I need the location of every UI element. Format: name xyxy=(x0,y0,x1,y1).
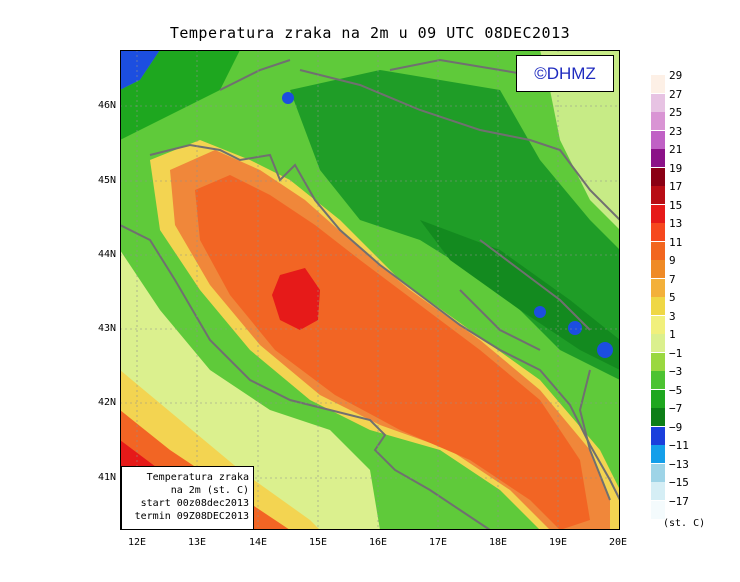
info-box: Temperatura zraka na 2m (st. C) start 00… xyxy=(121,466,254,530)
legend-swatch xyxy=(651,260,665,278)
legend-level: 3 xyxy=(669,309,676,323)
legend-swatch xyxy=(651,297,665,315)
legend-level: −15 xyxy=(669,476,689,489)
legend-swatch xyxy=(651,204,665,223)
legend-level: 29 xyxy=(669,69,683,82)
info-line: start 00z08dec2013 xyxy=(140,498,249,509)
lon-label: 17E xyxy=(428,537,448,548)
legend-level: −11 xyxy=(669,439,689,452)
lon-label: 16E xyxy=(368,537,388,548)
legend-swatch xyxy=(651,482,665,500)
lat-label: 46N xyxy=(97,100,116,111)
lat-label: 45N xyxy=(97,175,116,186)
cold-spot xyxy=(282,92,294,104)
map-title: Temperatura zraka na 2m u 09 UTC 08DEC20… xyxy=(169,24,571,42)
info-line: na 2m (st. C) xyxy=(170,485,249,496)
lon-label: 15E xyxy=(308,537,328,548)
graticule xyxy=(120,50,620,530)
legend-level: 25 xyxy=(669,106,683,119)
dhmz-logo: ©DHMZ xyxy=(516,55,614,92)
lon-label: 14E xyxy=(248,537,268,548)
legend-unit: (st. C) xyxy=(663,518,706,529)
legend-swatch xyxy=(651,352,665,371)
legend-level: −17 xyxy=(669,494,689,508)
legend-swatch xyxy=(651,389,665,408)
cold-spot xyxy=(534,306,546,318)
legend-level: 9 xyxy=(669,254,676,267)
legend-swatch xyxy=(651,500,665,519)
cold-spot xyxy=(568,321,582,335)
legend-swatch xyxy=(651,426,665,445)
legend-swatch xyxy=(651,93,665,112)
legend-level: 5 xyxy=(669,291,676,304)
map-frame xyxy=(120,50,620,530)
legend-level: −13 xyxy=(669,457,689,471)
legend-level: 15 xyxy=(669,198,683,212)
legend-swatch xyxy=(651,241,665,260)
adriatic-hot-zone xyxy=(195,175,590,530)
temperature-map xyxy=(120,50,620,530)
legend-level: −7 xyxy=(669,402,683,415)
legend-swatch xyxy=(651,223,665,241)
legend-swatch xyxy=(651,371,665,389)
legend-swatch xyxy=(651,149,665,167)
legend-level: −1 xyxy=(669,346,683,360)
legend-swatch xyxy=(651,408,665,426)
legend-swatch xyxy=(651,130,665,149)
lon-label: 13E xyxy=(187,537,207,548)
lon-label: 12E xyxy=(127,537,147,548)
legend-swatch xyxy=(651,278,665,297)
legend-swatch xyxy=(651,445,665,463)
legend-level: 21 xyxy=(669,143,683,156)
lon-label: 20E xyxy=(608,537,628,548)
legend-swatch xyxy=(651,112,665,130)
legend-swatch xyxy=(651,167,665,186)
legend-swatch xyxy=(651,315,665,334)
legend-level: 13 xyxy=(669,217,683,230)
lon-label: 18E xyxy=(488,537,508,548)
info-line: Temperatura zraka xyxy=(146,472,249,483)
lat-label: 41N xyxy=(97,472,116,483)
lat-label: 43N xyxy=(97,323,116,334)
coastlines xyxy=(120,58,620,530)
cold-spot xyxy=(597,342,613,358)
alps-cool-zone xyxy=(120,50,240,140)
pannonian-zone xyxy=(540,50,620,230)
lat-label: 42N xyxy=(97,397,116,408)
legend-level: 1 xyxy=(669,328,676,341)
legend-swatch xyxy=(651,186,665,204)
adriatic-hottest-spot xyxy=(272,268,320,330)
legend-level: 7 xyxy=(669,272,676,286)
legend-level: 27 xyxy=(669,87,683,101)
legend-level: −5 xyxy=(669,383,683,397)
legend-level: 19 xyxy=(669,161,683,175)
info-line: termin 09Z08DEC2013 xyxy=(134,511,249,522)
lat-label: 44N xyxy=(97,249,116,260)
alps-cold-zone xyxy=(120,50,160,90)
legend-level: 17 xyxy=(669,180,683,193)
legend-level: 23 xyxy=(669,124,683,138)
legend-level: −3 xyxy=(669,365,683,378)
legend-swatch xyxy=(651,75,665,93)
legend-swatch xyxy=(651,463,665,482)
legend-level: 11 xyxy=(669,235,683,249)
legend-swatch xyxy=(651,334,665,352)
legend-level: −9 xyxy=(669,420,683,434)
lon-label: 19E xyxy=(548,537,568,548)
